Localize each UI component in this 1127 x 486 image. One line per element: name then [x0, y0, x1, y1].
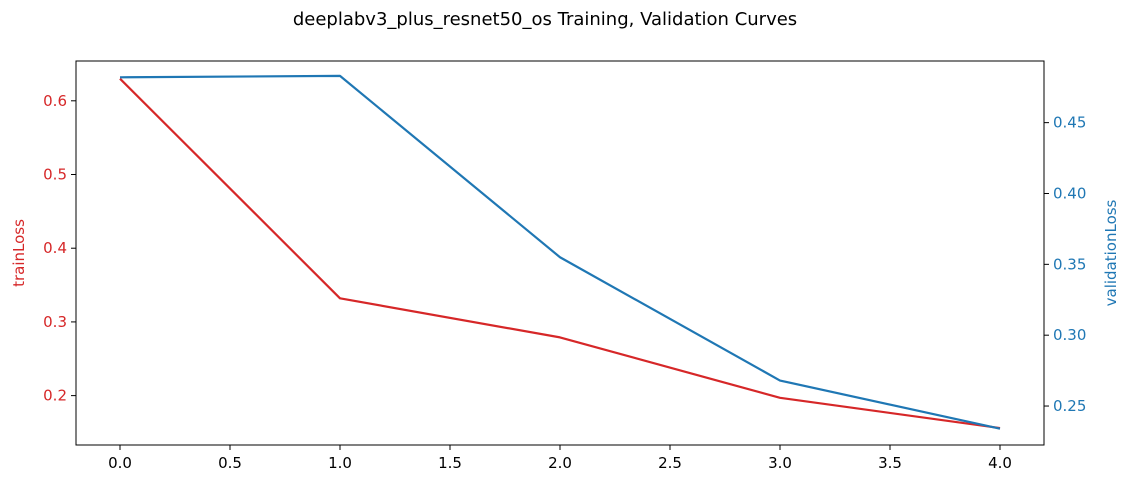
y-right-tick-label: 0.40 [1053, 184, 1086, 202]
plot-layer: 0.0 0.5 1.0 1.5 2.0 2.5 3.0 3.5 4.0 0.2 0.3 0.4 0.5 0… [43, 60, 1086, 472]
y-left-tick-label: 0.2 [43, 387, 67, 405]
y-right-tick-label: 0.25 [1053, 397, 1086, 415]
plot-frame [75, 60, 1045, 446]
chart-title: deeplabv3_plus_resnet50_os Training, Val… [293, 9, 797, 30]
x-tick-label: 3.0 [768, 454, 792, 472]
x-tick-label: 2.5 [658, 454, 682, 472]
x-tick-label: 1.5 [438, 454, 462, 472]
x-tick-label: 1.0 [328, 454, 352, 472]
train-loss-line [119, 77, 1001, 430]
x-tick-label: 4.0 [988, 454, 1012, 472]
y-right-axis-label: validationLoss [1102, 199, 1120, 306]
y-right-tick-label: 0.45 [1053, 114, 1086, 132]
x-tick-label: 2.0 [548, 454, 572, 472]
y-left-tick-label: 0.5 [43, 166, 67, 184]
x-tick-label: 0.0 [108, 454, 132, 472]
x-tick-label: 0.5 [218, 454, 242, 472]
y-left-axis-label: trainLoss [10, 219, 28, 287]
y-right-tick-label: 0.30 [1053, 326, 1086, 344]
validation-loss-line [119, 74, 1001, 430]
y-right-tick-label: 0.35 [1053, 255, 1086, 273]
y-left-tick-label: 0.4 [43, 239, 67, 257]
y-left-tick-label: 0.3 [43, 313, 67, 331]
y-left-tick-label: 0.6 [43, 92, 67, 110]
x-tick-label: 3.5 [878, 454, 902, 472]
